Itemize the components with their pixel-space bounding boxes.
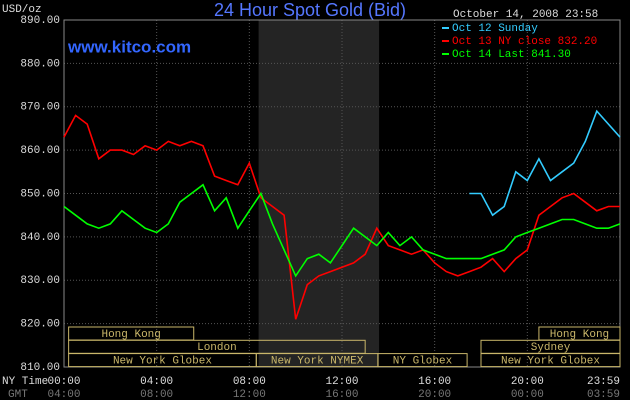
session-label: New York Globex <box>113 356 212 368</box>
session-label: New York Globex <box>501 356 600 368</box>
gmt-tick-label: 20:00 <box>418 389 451 400</box>
gmt-tick-label: 16:00 <box>325 389 358 400</box>
session-label: London <box>197 342 237 354</box>
series-line <box>469 109 621 217</box>
y-unit: USD/oz <box>2 4 42 16</box>
y-tick-label: 830.00 <box>20 275 60 287</box>
x-tick-label: 08:00 <box>233 376 266 388</box>
gmt-tick-label: 12:00 <box>233 389 266 400</box>
y-tick-label: 890.00 <box>20 15 60 27</box>
session-box <box>480 353 621 368</box>
session-label: Hong Kong <box>550 329 609 341</box>
y-tick-label: 880.00 <box>20 58 60 70</box>
x-tick-label: 00:00 <box>47 376 80 388</box>
session-label: New York NYMEX <box>271 356 364 368</box>
date-label: October 14, 2008 23:58 <box>453 9 598 21</box>
x-tick-label: 23:59 <box>587 376 620 388</box>
gmt-tick-label: 00:00 <box>511 389 544 400</box>
legend-entry: Oct 13 NY close 832.20 <box>452 36 597 48</box>
gmt-tick-label: 08:00 <box>140 389 173 400</box>
gmt-label: GMT <box>8 389 28 400</box>
y-tick-label: 870.00 <box>20 102 60 114</box>
y-tick-label: 860.00 <box>20 145 60 157</box>
y-tick-label: 820.00 <box>20 319 60 331</box>
highlight-range <box>258 20 380 367</box>
legend-entry: Oct 14 Last 841.30 <box>452 49 571 61</box>
x-tick-label: 12:00 <box>325 376 358 388</box>
y-tick-label: 840.00 <box>20 232 60 244</box>
x-tick-label: 16:00 <box>418 376 451 388</box>
ny-time-label: NY Time <box>2 376 48 388</box>
gmt-tick-label: 03:59 <box>587 389 620 400</box>
series-line <box>63 114 620 320</box>
session-label: Sydney <box>531 342 571 354</box>
y-tick-label: 850.00 <box>20 188 60 200</box>
x-tick-label: 04:00 <box>140 376 173 388</box>
session-label: NY Globex <box>393 356 453 368</box>
site-label: www.kitco.com <box>67 37 191 56</box>
legend-entry: Oct 12 Sunday <box>452 23 538 35</box>
chart-title: 24 Hour Spot Gold (Bid) <box>214 0 406 20</box>
y-tick-label: 810.00 <box>20 362 60 374</box>
x-tick-label: 20:00 <box>511 376 544 388</box>
session-box <box>377 353 468 368</box>
series-line <box>63 183 621 278</box>
gmt-tick-label: 04:00 <box>47 389 80 400</box>
session-label: Hong Kong <box>101 329 160 341</box>
